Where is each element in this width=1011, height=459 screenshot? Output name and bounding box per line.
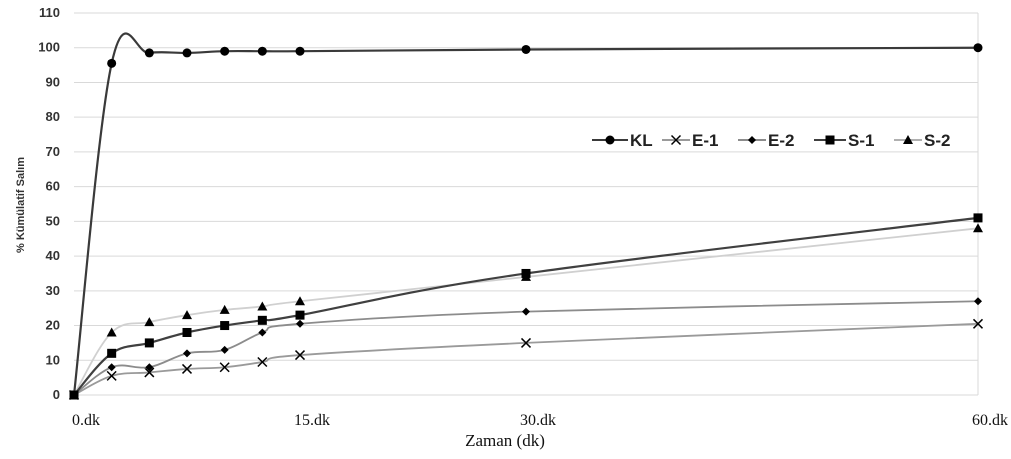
legend-label-e-1: E-1	[692, 131, 718, 150]
legend-marker-s-1	[825, 135, 835, 145]
gridlines	[74, 12, 978, 396]
point-e-2-4	[220, 345, 229, 354]
series-s-1	[69, 213, 983, 400]
point-kl-1	[107, 58, 117, 68]
legend-marker-e-2	[748, 136, 756, 144]
point-s-2-8	[973, 223, 983, 233]
point-s-2-2	[144, 317, 155, 327]
point-e-2-6	[296, 319, 304, 328]
point-s-1-1	[107, 348, 117, 358]
y-tick-label-110: 110	[39, 5, 60, 20]
y-tick-label-40: 40	[46, 248, 60, 263]
point-e-2-8	[974, 297, 982, 306]
y-axis-label: % Kümülatif Salım	[15, 157, 27, 253]
point-e-1-7	[520, 337, 532, 348]
y-tick-label-30: 30	[46, 283, 60, 298]
point-kl-8	[973, 43, 983, 53]
y-tick-label-60: 60	[46, 179, 60, 194]
legend-label-s-2: S-2	[924, 131, 950, 150]
legend-item-e-1: E-1	[662, 131, 718, 150]
point-e-2-2	[145, 363, 154, 372]
y-tick-label-20: 20	[46, 318, 60, 333]
point-s-2-3	[182, 310, 192, 320]
point-kl-0	[69, 390, 79, 400]
point-e-1-6	[294, 350, 306, 361]
y-tick-label-70: 70	[46, 144, 60, 159]
series-line-e-1	[73, 322, 979, 396]
x-axis-ticks: 0.dk 15.dk 30.dk 60.dk	[72, 412, 1008, 429]
legend-item-kl: KL	[592, 131, 653, 150]
point-e-1-1	[106, 370, 117, 381]
point-kl-5	[257, 46, 267, 56]
legend-marker-e-1	[670, 134, 682, 146]
legend-marker-s-2	[903, 135, 913, 144]
point-s-2-5	[257, 301, 268, 311]
x-tick-label-15: 15.dk	[294, 412, 330, 429]
y-tick-label-50: 50	[46, 213, 60, 228]
point-kl-3	[182, 48, 192, 58]
y-axis-ticks: 0 10 20 30 40 50 60 70 80 90 100 110	[38, 5, 60, 402]
point-e-1-4	[219, 362, 230, 373]
y-tick-label-80: 80	[46, 109, 60, 124]
legend: KL E-1 E-2 S-1 S-2	[592, 131, 950, 150]
legend-item-s-2: S-2	[894, 131, 950, 150]
point-e-1-8	[972, 318, 984, 329]
legend-label-e-2: E-2	[768, 131, 794, 150]
point-s-1-4	[220, 321, 230, 331]
series-e-1	[68, 318, 984, 401]
point-s-1-5	[257, 315, 267, 325]
series-e-2	[70, 297, 982, 399]
legend-item-e-2: E-2	[738, 131, 794, 150]
point-s-1-8	[973, 213, 983, 223]
series-line-e-2	[73, 300, 979, 396]
y-tick-label-10: 10	[46, 352, 60, 367]
legend-label-kl: KL	[630, 131, 653, 150]
point-s-2-6	[295, 296, 305, 306]
point-e-1-5	[257, 356, 268, 368]
y-tick-label-100: 100	[38, 40, 60, 55]
series-kl	[69, 32, 983, 400]
point-kl-6	[295, 46, 305, 56]
point-e-2-5	[258, 328, 267, 337]
point-s-1-6	[295, 310, 305, 320]
point-e-2-1	[107, 363, 116, 372]
point-kl-4	[220, 46, 230, 56]
point-e-2-7	[522, 307, 530, 316]
series-line-kl	[72, 32, 979, 396]
point-s-1-3	[182, 327, 192, 337]
legend-label-s-1: S-1	[848, 131, 874, 150]
point-e-1-3	[181, 363, 193, 374]
x-tick-label-60: 60.dk	[972, 412, 1008, 429]
x-axis-label: Zaman (dk)	[465, 431, 545, 450]
x-tick-label-0: 0.dk	[72, 412, 100, 429]
point-e-2-3	[183, 349, 191, 358]
series-s-2	[69, 223, 983, 399]
legend-item-s-1: S-1	[814, 131, 874, 150]
series-group	[68, 32, 984, 401]
y-tick-label-0: 0	[53, 387, 60, 402]
legend-marker-kl	[605, 135, 615, 145]
point-e-1-2	[144, 367, 155, 378]
point-kl-7	[521, 44, 531, 54]
point-s-2-4	[219, 304, 230, 314]
y-tick-label-90: 90	[46, 74, 60, 89]
point-s-2-1	[106, 327, 117, 337]
point-s-1-7	[521, 268, 531, 278]
point-s-1-2	[144, 338, 154, 348]
x-tick-label-30: 30.dk	[520, 412, 556, 429]
point-kl-2	[144, 48, 154, 58]
